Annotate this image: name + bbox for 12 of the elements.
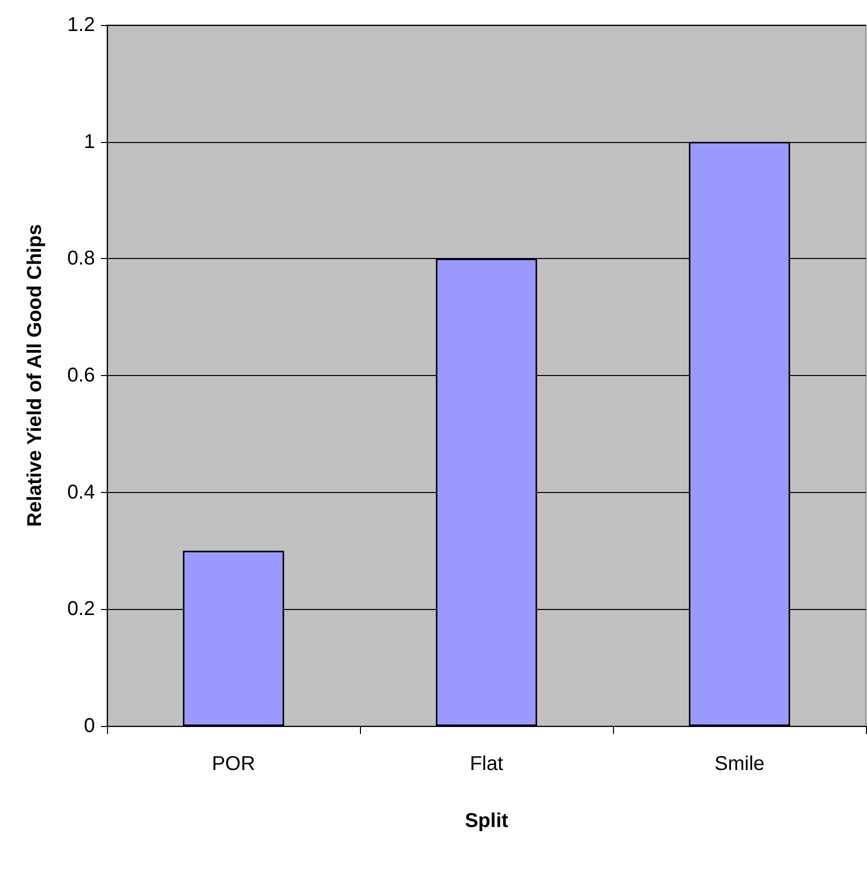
y-tick-label: 1.2 xyxy=(67,14,95,36)
y-tick-label: 0.8 xyxy=(67,248,95,270)
y-tick-label: 0.4 xyxy=(67,481,95,504)
x-axis-title: Split xyxy=(464,810,508,832)
y-tick-label: 1 xyxy=(84,130,95,153)
y-tick-label: 0.6 xyxy=(67,364,95,386)
x-tick-label: Flat xyxy=(470,753,504,775)
x-tick-label: Smile xyxy=(714,753,765,775)
y-tick-label: 0 xyxy=(84,715,95,737)
y-tick-label: 0.2 xyxy=(67,598,95,620)
y-axis-title: Relative Yield of All Good Chips xyxy=(24,224,46,527)
x-tick-label: POR xyxy=(212,753,256,775)
